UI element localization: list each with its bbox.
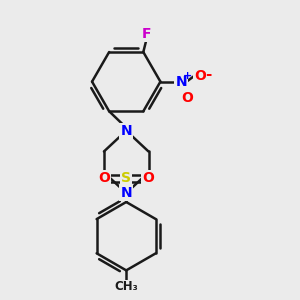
Text: -: - (205, 67, 211, 82)
Text: O: O (181, 91, 193, 105)
Text: +: + (183, 71, 192, 81)
Text: N: N (120, 124, 132, 138)
Text: CH₃: CH₃ (114, 280, 138, 293)
Text: F: F (142, 27, 151, 41)
Text: N: N (176, 75, 187, 88)
Text: N: N (120, 186, 132, 200)
Text: O: O (98, 171, 110, 185)
Text: O: O (195, 69, 206, 83)
Text: O: O (142, 171, 154, 185)
Text: S: S (121, 171, 131, 185)
